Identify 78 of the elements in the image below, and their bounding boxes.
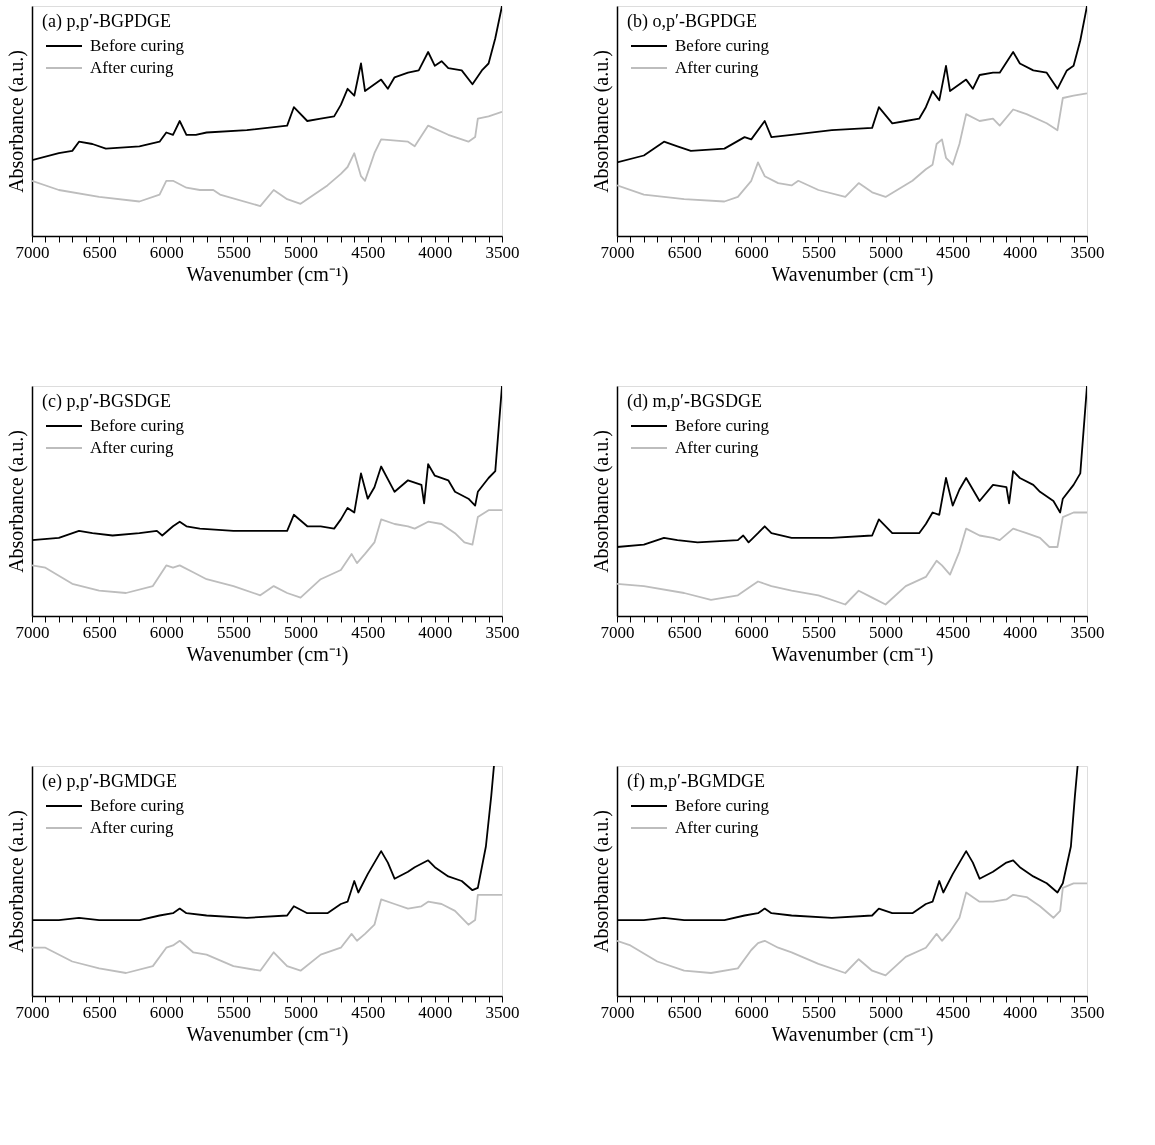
x-tick-label: 4000 xyxy=(1003,1002,1038,1022)
x-tick-label: 6000 xyxy=(149,242,184,262)
x-tick-label: 7000 xyxy=(600,622,635,642)
x-axis-title: Wavenumber (cm⁻¹) xyxy=(771,1022,934,1046)
x-tick-label: 4500 xyxy=(936,622,971,642)
y-axis-title: Absorbance (a.u.) xyxy=(589,50,613,193)
chart-title: (d) m,p′-BGSDGE xyxy=(627,391,762,412)
x-tick-label: 5500 xyxy=(801,622,836,642)
x-tick-label: 7000 xyxy=(15,242,50,262)
x-tick-label: 5500 xyxy=(801,242,836,262)
legend-label: After curing xyxy=(675,58,760,77)
x-axis-title: Wavenumber (cm⁻¹) xyxy=(771,262,934,286)
x-tick-label: 5000 xyxy=(869,242,904,262)
y-axis-title: Absorbance (a.u.) xyxy=(589,430,613,573)
x-tick-label: 5500 xyxy=(216,622,251,642)
x-tick-label: 7000 xyxy=(15,622,50,642)
y-axis-title: Absorbance (a.u.) xyxy=(4,430,28,573)
x-tick-label: 4000 xyxy=(418,242,453,262)
legend-label: Before curing xyxy=(90,416,185,435)
x-tick-label: 6500 xyxy=(82,622,117,642)
x-axis-title: Wavenumber (cm⁻¹) xyxy=(771,642,934,666)
x-tick-label: 7000 xyxy=(600,242,635,262)
x-tick-label: 4000 xyxy=(1003,242,1038,262)
x-tick-label: 7000 xyxy=(600,1002,635,1022)
x-tick-label: 3500 xyxy=(1070,242,1105,262)
x-tick-label: 6000 xyxy=(734,622,769,642)
y-axis-title: Absorbance (a.u.) xyxy=(4,50,28,193)
x-axis-title: Wavenumber (cm⁻¹) xyxy=(186,262,349,286)
chart-title: (b) o,p′-BGPDGE xyxy=(627,11,757,32)
x-tick-label: 6500 xyxy=(82,242,117,262)
legend-label: Before curing xyxy=(675,36,770,55)
x-axis-title: Wavenumber (cm⁻¹) xyxy=(186,1022,349,1046)
x-tick-label: 5000 xyxy=(284,242,319,262)
x-tick-label: 6000 xyxy=(734,1002,769,1022)
x-tick-label: 4000 xyxy=(418,622,453,642)
x-tick-label: 4500 xyxy=(936,242,971,262)
x-tick-label: 6000 xyxy=(149,622,184,642)
x-tick-label: 4500 xyxy=(351,242,386,262)
y-axis-title: Absorbance (a.u.) xyxy=(4,810,28,953)
legend-label: Before curing xyxy=(90,36,185,55)
x-axis-title: Wavenumber (cm⁻¹) xyxy=(186,642,349,666)
x-tick-label: 6500 xyxy=(667,242,702,262)
x-tick-label: 5000 xyxy=(284,1002,319,1022)
legend-label: After curing xyxy=(90,818,175,837)
x-tick-label: 6000 xyxy=(149,1002,184,1022)
chart-title: (c) p,p′-BGSDGE xyxy=(42,391,171,412)
x-tick-label: 7000 xyxy=(15,1002,50,1022)
legend-label: Before curing xyxy=(675,796,770,815)
x-tick-label: 3500 xyxy=(1070,1002,1105,1022)
x-tick-label: 4000 xyxy=(1003,622,1038,642)
legend-label: Before curing xyxy=(90,796,185,815)
legend-label: After curing xyxy=(90,58,175,77)
x-tick-label: 5500 xyxy=(801,1002,836,1022)
legend-label: After curing xyxy=(675,438,760,457)
chart-title: (a) p,p′-BGPDGE xyxy=(42,11,171,32)
legend-label: Before curing xyxy=(675,416,770,435)
chart-title: (f) m,p′-BGMDGE xyxy=(627,771,765,792)
x-tick-label: 3500 xyxy=(485,1002,520,1022)
x-tick-label: 6500 xyxy=(82,1002,117,1022)
x-tick-label: 3500 xyxy=(485,622,520,642)
x-tick-label: 4500 xyxy=(351,622,386,642)
x-tick-label: 5000 xyxy=(869,1002,904,1022)
x-tick-label: 6500 xyxy=(667,622,702,642)
legend-label: After curing xyxy=(675,818,760,837)
legend-label: After curing xyxy=(90,438,175,457)
x-tick-label: 5500 xyxy=(216,242,251,262)
x-tick-label: 4500 xyxy=(936,1002,971,1022)
x-tick-label: 3500 xyxy=(1070,622,1105,642)
x-tick-label: 6000 xyxy=(734,242,769,262)
x-tick-label: 5500 xyxy=(216,1002,251,1022)
x-tick-label: 5000 xyxy=(284,622,319,642)
y-axis-title: Absorbance (a.u.) xyxy=(589,810,613,953)
x-tick-label: 5000 xyxy=(869,622,904,642)
x-tick-label: 3500 xyxy=(485,242,520,262)
chart-title: (e) p,p′-BGMDGE xyxy=(42,771,177,792)
x-tick-label: 6500 xyxy=(667,1002,702,1022)
x-tick-label: 4500 xyxy=(351,1002,386,1022)
x-tick-label: 4000 xyxy=(418,1002,453,1022)
